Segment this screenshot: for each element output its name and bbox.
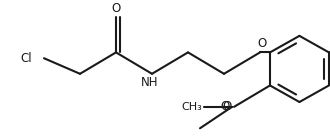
Text: O: O	[221, 100, 230, 113]
Text: O: O	[257, 37, 267, 51]
Text: Cl: Cl	[20, 52, 32, 65]
Text: O: O	[112, 2, 121, 15]
Text: O: O	[223, 100, 232, 113]
Text: NH: NH	[141, 76, 159, 89]
Text: CH₃: CH₃	[181, 102, 202, 112]
